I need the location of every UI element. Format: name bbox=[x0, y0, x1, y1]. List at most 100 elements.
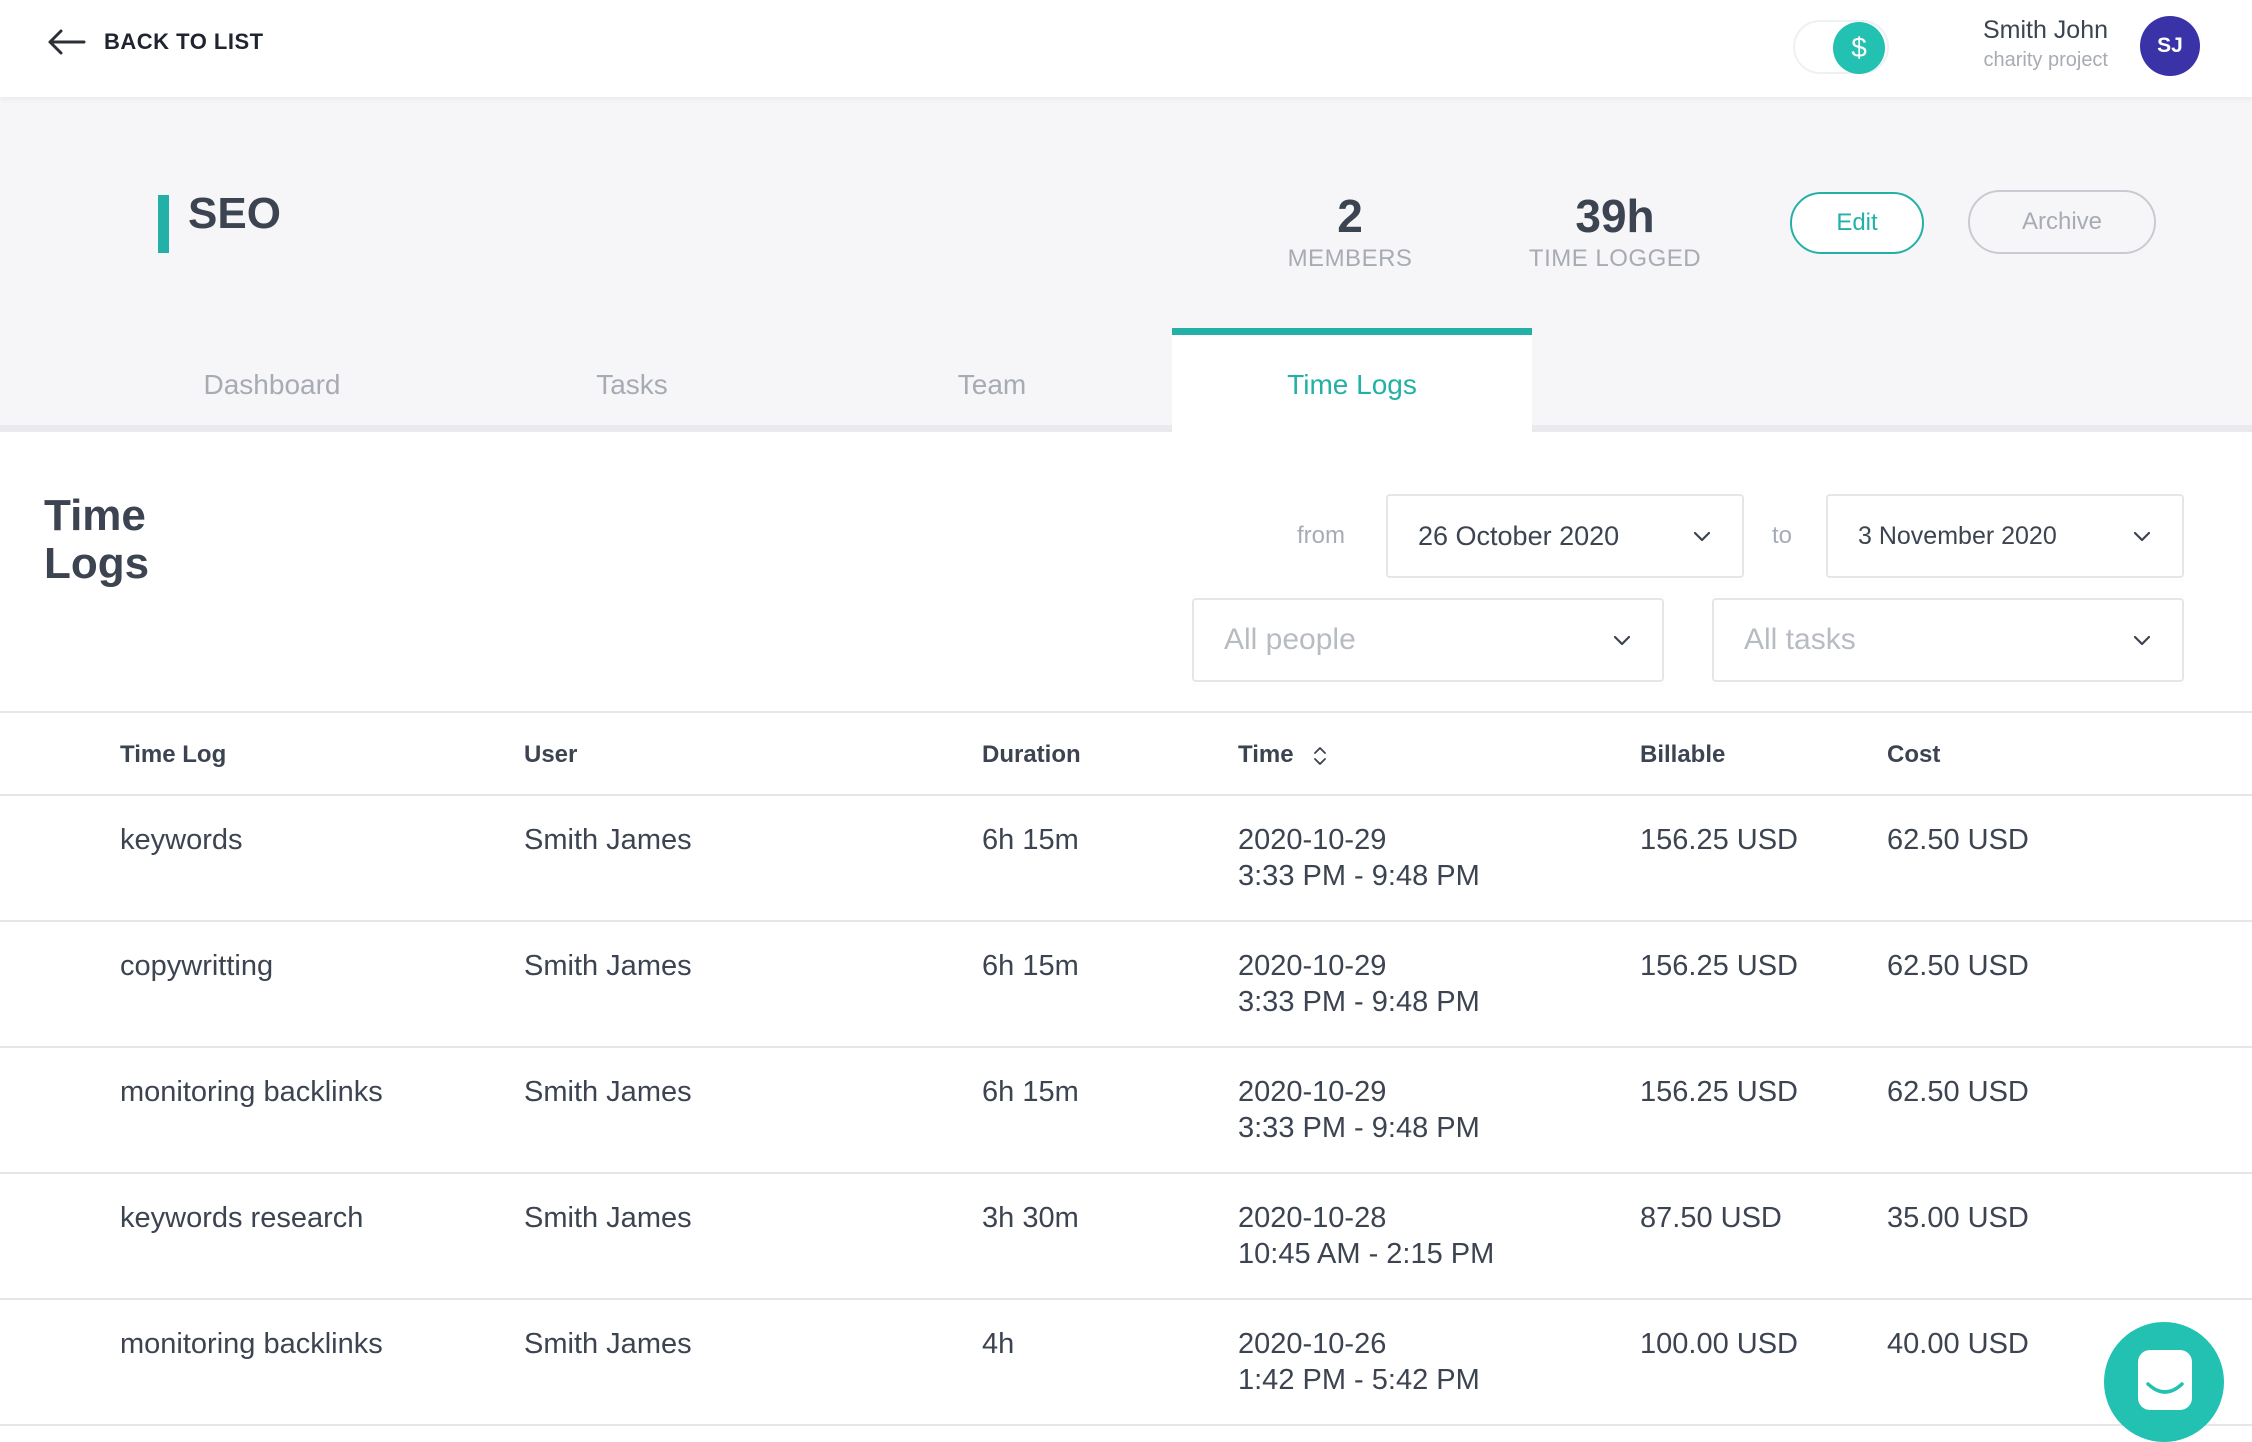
column-header-cost[interactable]: Cost bbox=[1887, 741, 1941, 768]
cell-billable: 156.25 USD bbox=[1640, 824, 1798, 856]
cell-billable: 156.25 USD bbox=[1640, 950, 1798, 982]
cell-time-range: 10:45 AM - 2:15 PM bbox=[1238, 1238, 1495, 1270]
table-row[interactable]: monitoring backlinks Smith James 6h 15m 202… bbox=[0, 1048, 2252, 1174]
cell-duration: 3h 30m bbox=[982, 1202, 1079, 1234]
cell-billable: 156.25 USD bbox=[1640, 1076, 1798, 1108]
cell-time-range: 3:33 PM - 9:48 PM bbox=[1238, 1112, 1480, 1144]
from-label: from bbox=[1297, 522, 1345, 549]
tab-underline bbox=[0, 425, 2252, 432]
column-header-duration[interactable]: Duration bbox=[982, 741, 1081, 768]
members-label: MEMBERS bbox=[1287, 245, 1413, 272]
archive-button[interactable]: Archive bbox=[1968, 190, 2156, 254]
cell-time-date: 2020-10-29 bbox=[1238, 1076, 1387, 1108]
cell-time-log: monitoring backlinks bbox=[120, 1328, 383, 1360]
cell-duration: 6h 15m bbox=[982, 824, 1079, 856]
from-date-select[interactable]: 26 October 2020 bbox=[1386, 494, 1744, 578]
section-title-line2: Logs bbox=[44, 539, 150, 588]
to-label: to bbox=[1772, 522, 1793, 549]
column-header-time[interactable]: Time bbox=[1238, 713, 1328, 797]
cell-user: Smith James bbox=[524, 1076, 692, 1108]
tab-tasks[interactable]: Tasks bbox=[596, 369, 668, 400]
cell-user: Smith James bbox=[524, 950, 692, 982]
tasks-filter-select[interactable]: All tasks bbox=[1712, 598, 2184, 682]
cell-time-date: 2020-10-28 bbox=[1238, 1202, 1387, 1234]
cell-time-date: 2020-10-29 bbox=[1238, 950, 1387, 982]
chevron-down-icon bbox=[1613, 635, 1631, 646]
top-bar: BACK TO LIST $ Smith John charity projec… bbox=[0, 0, 2252, 97]
cell-cost: 40.00 USD bbox=[1887, 1328, 2029, 1360]
back-to-list-button[interactable]: BACK TO LIST bbox=[46, 24, 264, 60]
time-logged-label: TIME LOGGED bbox=[1528, 245, 1702, 272]
people-filter-select[interactable]: All people bbox=[1192, 598, 1664, 682]
dollar-icon: $ bbox=[1833, 22, 1885, 74]
back-to-list-label: BACK TO LIST bbox=[104, 29, 264, 54]
cell-time-range: 3:33 PM - 9:48 PM bbox=[1238, 860, 1480, 892]
chevron-down-icon bbox=[2133, 531, 2151, 542]
cell-time-date: 2020-10-26 bbox=[1238, 1328, 1387, 1360]
cell-time-log: keywords bbox=[120, 824, 243, 856]
cell-billable: 87.50 USD bbox=[1640, 1202, 1782, 1234]
table-header: Time Log User Duration Time Billable Cos… bbox=[0, 711, 2252, 796]
cell-user: Smith James bbox=[524, 1328, 692, 1360]
cell-duration: 6h 15m bbox=[982, 950, 1079, 982]
sort-icon[interactable] bbox=[1312, 744, 1328, 768]
cell-cost: 35.00 USD bbox=[1887, 1202, 2029, 1234]
user-project: charity project bbox=[1983, 49, 2109, 71]
from-date-value: 26 October 2020 bbox=[1418, 521, 1620, 551]
cell-time-log: monitoring backlinks bbox=[120, 1076, 383, 1108]
user-name: Smith John bbox=[1982, 16, 2108, 44]
cell-billable: 100.00 USD bbox=[1640, 1328, 1798, 1360]
cell-cost: 62.50 USD bbox=[1887, 1076, 2029, 1108]
column-header-time-log[interactable]: Time Log bbox=[120, 741, 227, 768]
cell-duration: 6h 15m bbox=[982, 1076, 1079, 1108]
chevron-down-icon bbox=[2133, 635, 2151, 646]
table-row[interactable]: keywords Smith James 6h 15m 2020-10-29 3:33 … bbox=[0, 796, 2252, 922]
tab-time-logs[interactable]: Time Logs bbox=[1172, 328, 1532, 432]
chat-button[interactable] bbox=[2104, 1322, 2224, 1442]
cell-time: 2020-10-29 3:33 PM - 9:48 PM bbox=[1238, 822, 1480, 894]
tasks-filter-placeholder: All tasks bbox=[1744, 623, 1856, 656]
cell-cost: 62.50 USD bbox=[1887, 824, 2029, 856]
time-logged-stat: 39h TIME LOGGED bbox=[1510, 189, 1720, 273]
project-title: SEO bbox=[188, 189, 281, 238]
cell-time-range: 3:33 PM - 9:48 PM bbox=[1238, 986, 1480, 1018]
time-logged-value: 39h bbox=[1575, 190, 1655, 242]
to-date-value: 3 November 2020 bbox=[1858, 522, 2057, 550]
user-info[interactable]: Smith John charity project bbox=[1983, 16, 2108, 72]
table-row[interactable]: copywritting Smith James 6h 15m 2020-10-29 3… bbox=[0, 922, 2252, 1048]
section-title-line1: Time bbox=[44, 491, 146, 540]
column-header-billable[interactable]: Billable bbox=[1640, 741, 1726, 768]
cell-time-log: copywritting bbox=[120, 950, 274, 982]
cell-user: Smith James bbox=[524, 824, 692, 856]
edit-button[interactable]: Edit bbox=[1790, 192, 1924, 254]
cell-user: Smith James bbox=[524, 1202, 692, 1234]
tab-bar: Dashboard Tasks Team Time Logs bbox=[0, 328, 2252, 432]
cell-time-log: keywords research bbox=[120, 1202, 364, 1234]
arrow-left-icon bbox=[48, 29, 86, 55]
chat-smile-icon bbox=[2146, 1382, 2184, 1394]
tab-team[interactable]: Team bbox=[957, 369, 1027, 400]
cell-time-date: 2020-10-29 bbox=[1238, 824, 1387, 856]
cell-time: 2020-10-26 1:42 PM - 5:42 PM bbox=[1238, 1326, 1480, 1398]
cell-time-range: 1:42 PM - 5:42 PM bbox=[1238, 1364, 1480, 1396]
project-header: SEO 2 MEMBERS 39h TIME LOGGED Edit Archi… bbox=[0, 97, 2252, 432]
cell-time: 2020-10-29 3:33 PM - 9:48 PM bbox=[1238, 948, 1480, 1020]
table-row[interactable]: monitoring backlinks Smith James 4h 2020-10… bbox=[0, 1300, 2252, 1426]
cell-cost: 62.50 USD bbox=[1887, 950, 2029, 982]
tab-dashboard[interactable]: Dashboard bbox=[203, 369, 341, 400]
to-date-select[interactable]: 3 November 2020 bbox=[1826, 494, 2184, 578]
avatar[interactable]: SJ bbox=[2140, 16, 2200, 76]
chat-icon bbox=[2138, 1350, 2192, 1410]
members-stat: 2 MEMBERS bbox=[1270, 189, 1430, 273]
cell-time: 2020-10-28 10:45 AM - 2:15 PM bbox=[1238, 1200, 1494, 1272]
title-accent-bar bbox=[158, 195, 169, 253]
cell-duration: 4h bbox=[982, 1328, 1015, 1360]
billing-toggle[interactable]: $ bbox=[1793, 20, 1889, 74]
column-header-time-label: Time bbox=[1238, 741, 1294, 768]
column-header-user[interactable]: User bbox=[524, 741, 578, 768]
section-title: Time Logs bbox=[44, 492, 244, 588]
members-count: 2 bbox=[1337, 190, 1363, 242]
people-filter-placeholder: All people bbox=[1224, 623, 1356, 656]
table-row[interactable]: keywords research Smith James 3h 30m 2020-1… bbox=[0, 1174, 2252, 1300]
cell-time: 2020-10-29 3:33 PM - 9:48 PM bbox=[1238, 1074, 1480, 1146]
